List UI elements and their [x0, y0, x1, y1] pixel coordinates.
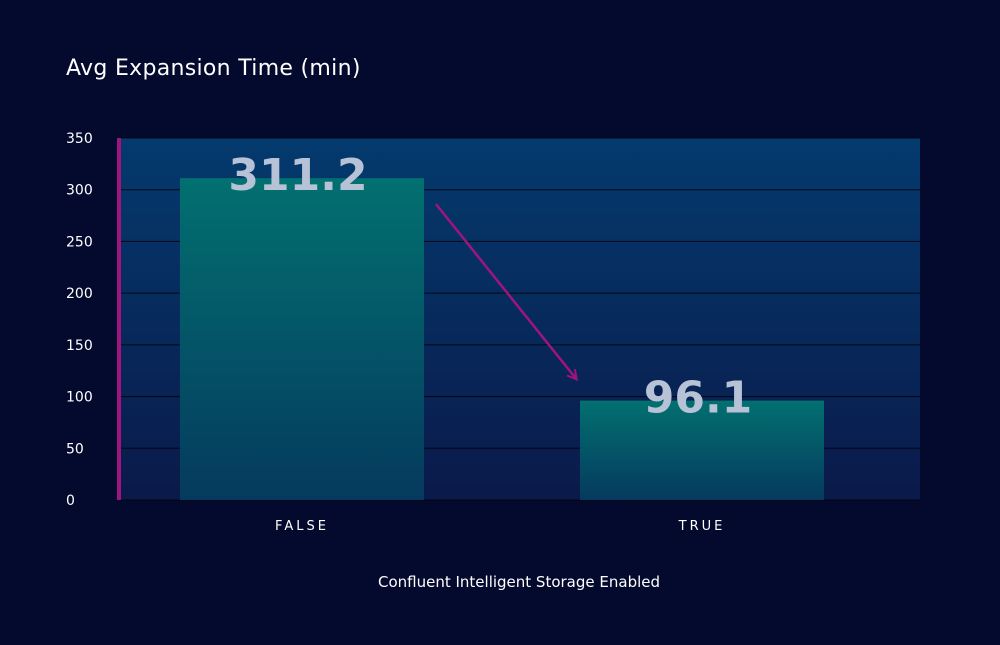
y-tick-label: 200: [66, 286, 93, 302]
x-axis-label: Confluent Intelligent Storage Enabled: [377, 573, 661, 591]
y-tick-label: 350: [66, 131, 93, 147]
x-tick-label: FALSE: [275, 519, 329, 534]
y-axis-accent-line: [117, 138, 121, 500]
x-axis-ticks: FALSE TRUE: [275, 519, 726, 534]
y-tick-label: 250: [66, 234, 93, 250]
y-tick-label: 50: [66, 441, 84, 457]
y-tick-label: 0: [66, 493, 75, 509]
y-axis-ticks: 0 50 100 150 200 250 300 350: [66, 131, 93, 509]
y-tick-label: 300: [66, 183, 93, 199]
y-tick-label: 100: [66, 390, 93, 406]
x-tick-label: TRUE: [678, 519, 726, 534]
bar-false: [180, 178, 424, 500]
data-label: 311.2: [228, 150, 367, 201]
bar-true: [580, 400, 824, 500]
data-label: 96.1: [644, 373, 753, 424]
chart-title: Avg Expansion Time (min): [66, 56, 361, 81]
bars: [180, 178, 824, 500]
decrease-arrow: [435, 203, 576, 378]
data-labels: 311.2 96.1: [228, 150, 752, 423]
y-tick-label: 150: [66, 338, 93, 354]
